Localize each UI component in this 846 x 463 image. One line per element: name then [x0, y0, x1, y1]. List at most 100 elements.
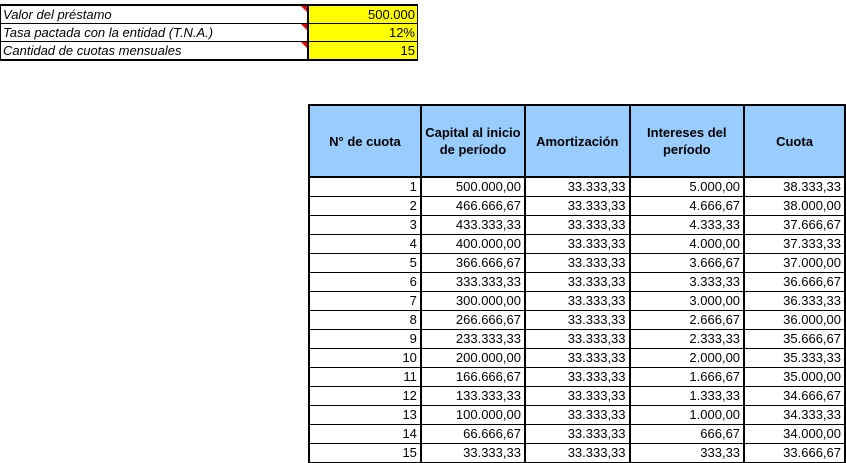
cuota-number[interactable]: 12	[308, 386, 422, 406]
amortizacion-cell[interactable]: 33.333,33	[523, 196, 631, 216]
intereses-cell[interactable]: 4.666,67	[628, 196, 746, 216]
table-row: 11 166.666,67 33.333,33 1.666,67 35.000,00	[308, 367, 846, 387]
cuota-cell[interactable]: 38.000,00	[743, 196, 846, 216]
cuota-cell[interactable]: 36.000,00	[743, 310, 846, 330]
cuota-number[interactable]: 11	[308, 367, 422, 387]
amortizacion-cell[interactable]: 33.333,33	[523, 348, 631, 368]
tasa-tna-input[interactable]: 12%	[307, 23, 418, 42]
table-row: 14 66.666,67 33.333,33 666,67 34.000,00	[308, 424, 846, 444]
amortizacion-cell[interactable]: 33.333,33	[523, 443, 631, 463]
header-row: N° de cuota Capital al inicio de período…	[308, 104, 846, 178]
cantidad-cuotas-input[interactable]: 15	[307, 41, 418, 61]
table-row: 7 300.000,00 33.333,33 3.000,00 36.333,33	[308, 291, 846, 311]
tasa-tna-label[interactable]: Tasa pactada con la entidad (T.N.A.)	[0, 23, 309, 42]
capital-cell[interactable]: 366.666,67	[419, 253, 526, 273]
header-capital[interactable]: Capital al inicio de período	[419, 104, 526, 178]
intereses-cell[interactable]: 5.000,00	[628, 177, 746, 197]
table-row: 4 400.000,00 33.333,33 4.000,00 37.333,33	[308, 234, 846, 254]
cuota-cell[interactable]: 37.666,67	[743, 215, 846, 235]
amortizacion-cell[interactable]: 33.333,33	[523, 234, 631, 254]
intereses-cell[interactable]: 1.666,67	[628, 367, 746, 387]
intereses-cell[interactable]: 3.333,33	[628, 272, 746, 292]
amortizacion-cell[interactable]: 33.333,33	[523, 291, 631, 311]
cuota-cell[interactable]: 37.000,00	[743, 253, 846, 273]
cuota-number[interactable]: 2	[308, 196, 422, 216]
intereses-cell[interactable]: 2.000,00	[628, 348, 746, 368]
capital-cell[interactable]: 433.333,33	[419, 215, 526, 235]
intereses-cell[interactable]: 3.000,00	[628, 291, 746, 311]
valor-prestamo-label[interactable]: Valor del préstamo	[0, 4, 309, 24]
capital-cell[interactable]: 300.000,00	[419, 291, 526, 311]
cuota-number[interactable]: 10	[308, 348, 422, 368]
cuota-number[interactable]: 7	[308, 291, 422, 311]
cuota-number[interactable]: 3	[308, 215, 422, 235]
capital-cell[interactable]: 266.666,67	[419, 310, 526, 330]
capital-cell[interactable]: 200.000,00	[419, 348, 526, 368]
table-row: 9 233.333,33 33.333,33 2.333,33 35.666,67	[308, 329, 846, 349]
capital-cell[interactable]: 166.666,67	[419, 367, 526, 387]
cuota-cell[interactable]: 36.666,67	[743, 272, 846, 292]
param-row-tasa-tna: Tasa pactada con la entidad (T.N.A.) 12%	[0, 23, 418, 42]
cuota-number[interactable]: 6	[308, 272, 422, 292]
cuota-cell[interactable]: 33.666,67	[743, 443, 846, 463]
capital-cell[interactable]: 333.333,33	[419, 272, 526, 292]
amortizacion-cell[interactable]: 33.333,33	[523, 386, 631, 406]
intereses-cell[interactable]: 333,33	[628, 443, 746, 463]
cuota-number[interactable]: 8	[308, 310, 422, 330]
cuota-cell[interactable]: 34.666,67	[743, 386, 846, 406]
amortizacion-cell[interactable]: 33.333,33	[523, 329, 631, 349]
amortizacion-cell[interactable]: 33.333,33	[523, 310, 631, 330]
intereses-cell[interactable]: 4.333,33	[628, 215, 746, 235]
capital-cell[interactable]: 400.000,00	[419, 234, 526, 254]
intereses-cell[interactable]: 3.666,67	[628, 253, 746, 273]
cuota-cell[interactable]: 35.000,00	[743, 367, 846, 387]
capital-cell[interactable]: 233.333,33	[419, 329, 526, 349]
amortizacion-cell[interactable]: 33.333,33	[523, 177, 631, 197]
amortizacion-cell[interactable]: 33.333,33	[523, 405, 631, 425]
amortizacion-cell[interactable]: 33.333,33	[523, 272, 631, 292]
capital-cell[interactable]: 500.000,00	[419, 177, 526, 197]
intereses-cell[interactable]: 1.000,00	[628, 405, 746, 425]
table-row: 5 366.666,67 33.333,33 3.666,67 37.000,00	[308, 253, 846, 273]
capital-cell[interactable]: 33.333,33	[419, 443, 526, 463]
cuota-cell[interactable]: 37.333,33	[743, 234, 846, 254]
header-intereses[interactable]: Intereses del período	[628, 104, 746, 178]
cuota-cell[interactable]: 35.666,67	[743, 329, 846, 349]
cuota-cell[interactable]: 34.000,00	[743, 424, 846, 444]
intereses-cell[interactable]: 666,67	[628, 424, 746, 444]
cuota-number[interactable]: 4	[308, 234, 422, 254]
intereses-cell[interactable]: 1.333,33	[628, 386, 746, 406]
valor-prestamo-input[interactable]: 500.000	[307, 4, 418, 24]
amortization-table: N° de cuota Capital al inicio de período…	[308, 104, 846, 463]
intereses-cell[interactable]: 2.666,67	[628, 310, 746, 330]
table-row: 3 433.333,33 33.333,33 4.333,33 37.666,67	[308, 215, 846, 235]
capital-cell[interactable]: 133.333,33	[419, 386, 526, 406]
cuota-cell[interactable]: 36.333,33	[743, 291, 846, 311]
cuota-number[interactable]: 15	[308, 443, 422, 463]
cuota-number[interactable]: 14	[308, 424, 422, 444]
param-row-cantidad-cuotas: Cantidad de cuotas mensuales 15	[0, 41, 418, 61]
capital-cell[interactable]: 100.000,00	[419, 405, 526, 425]
amortizacion-cell[interactable]: 33.333,33	[523, 253, 631, 273]
cuota-cell[interactable]: 35.333,33	[743, 348, 846, 368]
cantidad-cuotas-label[interactable]: Cantidad de cuotas mensuales	[0, 41, 309, 61]
capital-cell[interactable]: 466.666,67	[419, 196, 526, 216]
header-cuota-number[interactable]: N° de cuota	[308, 104, 422, 178]
cuota-cell[interactable]: 34.333,33	[743, 405, 846, 425]
table-row: 10 200.000,00 33.333,33 2.000,00 35.333,33	[308, 348, 846, 368]
table-row: 12 133.333,33 33.333,33 1.333,33 34.666,67	[308, 386, 846, 406]
cuota-cell[interactable]: 38.333,33	[743, 177, 846, 197]
capital-cell[interactable]: 66.666,67	[419, 424, 526, 444]
cuota-number[interactable]: 13	[308, 405, 422, 425]
amortizacion-cell[interactable]: 33.333,33	[523, 367, 631, 387]
amortizacion-cell[interactable]: 33.333,33	[523, 215, 631, 235]
table-row: 13 100.000,00 33.333,33 1.000,00 34.333,33	[308, 405, 846, 425]
intereses-cell[interactable]: 4.000,00	[628, 234, 746, 254]
cuota-number[interactable]: 5	[308, 253, 422, 273]
intereses-cell[interactable]: 2.333,33	[628, 329, 746, 349]
amortizacion-cell[interactable]: 33.333,33	[523, 424, 631, 444]
cuota-number[interactable]: 9	[308, 329, 422, 349]
header-amortizacion[interactable]: Amortización	[523, 104, 631, 178]
header-cuota[interactable]: Cuota	[743, 104, 846, 178]
cuota-number[interactable]: 1	[308, 177, 422, 197]
